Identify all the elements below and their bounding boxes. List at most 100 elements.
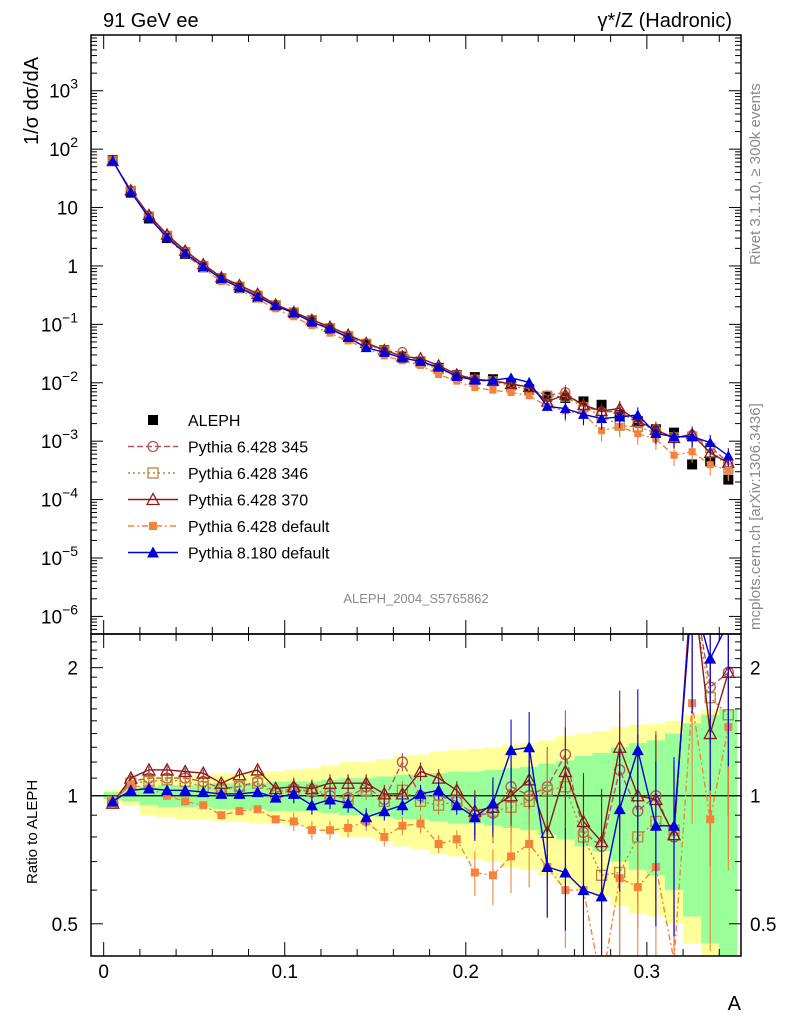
ratio-point-p8def [432, 784, 445, 796]
series-line-p346 [112, 160, 729, 469]
ratio-point-p8def [668, 819, 681, 831]
main-y-tick-label: 10 [57, 199, 78, 220]
ratio-point-p370 [576, 814, 591, 828]
ratio-point-p8def [559, 866, 572, 878]
ratio-point-p6def [434, 840, 443, 849]
main-y-tick-label: 10−5 [41, 543, 78, 570]
series-point-p8def [107, 155, 119, 166]
main-y-tick-label: 1 [67, 257, 78, 278]
series-point-p8def [378, 346, 390, 357]
ratio-point-p8def [106, 795, 119, 807]
ratio-point-p6def [488, 871, 497, 880]
main-y-tick-label: 10−2 [41, 368, 78, 395]
ratio-point-p6def [507, 852, 516, 861]
legend-label-p8def: Pythia 8.180 default [188, 546, 330, 563]
ratio-point-p370 [196, 765, 211, 779]
ratio-y-tick-label-right: 0.5 [750, 915, 776, 936]
main-y-tick-label: 102 [49, 134, 78, 161]
series-point-p6def [670, 451, 678, 459]
ratio-point-p8def [704, 652, 717, 664]
series-point-p8def [487, 374, 499, 385]
ratio-point-p8def [468, 811, 481, 823]
ratio-point-p8def [378, 805, 391, 817]
ratio-point-p6def [398, 821, 407, 830]
series-point-p8def [396, 352, 408, 363]
legend-marker-p6def [149, 522, 157, 530]
ratio-point-p370 [413, 764, 428, 778]
main-y-tick-label: 10−1 [41, 309, 78, 336]
ratio-point-p370 [322, 775, 338, 789]
series-point-p6def [489, 386, 497, 394]
series-line-p8def [112, 160, 729, 457]
series-point-p8def [722, 450, 734, 461]
series-point-p8def [469, 374, 481, 385]
main-y-tick-label: 10−3 [41, 426, 78, 453]
ratio-point-p370 [304, 781, 319, 795]
ratio-point-p8def [287, 787, 300, 799]
series-point-p8def [650, 427, 662, 438]
ratio-point-p6def [706, 815, 715, 824]
ratio-point-p8def [142, 782, 155, 794]
ratio-point-p8def [215, 787, 228, 799]
ratio-point-p345 [687, 576, 697, 586]
series-point-p8def [686, 431, 698, 442]
ratio-point-p6def [416, 819, 425, 828]
ratio-point-p8def [450, 799, 463, 811]
x-tick-label: 0 [98, 962, 109, 983]
ratio-point-p8def [124, 784, 137, 796]
ratio-point-p8def [722, 617, 734, 628]
legend-marker-aleph [148, 415, 158, 425]
mcplots-label: mcplots.cern.ch [arXiv:1306.3436] [747, 403, 764, 630]
ratio-point-p6def [199, 801, 208, 810]
series-point-p8def [270, 300, 282, 311]
ratio-point-p8def [161, 784, 174, 796]
series-point-p6def [525, 392, 533, 400]
legend-label-p345: Pythia 6.428 345 [188, 440, 308, 457]
x-tick-label: 0.3 [634, 962, 660, 983]
ratio-line-p346 [112, 634, 729, 877]
ratio-point-p370 [359, 775, 374, 789]
ratio-point-p370 [558, 764, 573, 778]
ratio-point-p6def [181, 797, 190, 806]
legend-label-p6def: Pythia 6.428 default [188, 519, 330, 536]
ratio-point-p8def [197, 786, 210, 798]
ratio-point-p6def [598, 980, 606, 988]
legend-marker-p346 [147, 467, 159, 479]
ratio-point-p8def [269, 791, 282, 803]
ratio-point-p370 [141, 762, 157, 776]
ratio-point-p345 [396, 756, 409, 768]
series-point-p6def [634, 430, 642, 438]
series-point-p8def [342, 332, 354, 343]
ratio-point-p6def [344, 823, 353, 832]
ratio-y-tick-label-right: 1 [750, 787, 761, 808]
series-point-p6def [688, 448, 696, 456]
legend-marker-p345 [147, 440, 159, 453]
ratio-point-p8def [323, 793, 336, 805]
ratio-point-p370 [250, 762, 265, 776]
ratio-y-tick-label-left: 1 [67, 787, 78, 808]
ratio-point-p8def [251, 786, 264, 798]
ratio-point-p6def [325, 826, 334, 835]
main-plot-area [106, 154, 735, 485]
series-point-p8def [559, 402, 571, 413]
ratio-plot-area [105, 576, 736, 988]
series-point-p8def [179, 247, 191, 258]
ratio-point-p6def [307, 826, 316, 835]
series-point-p6def [507, 388, 515, 396]
series-point-p8def [415, 355, 427, 366]
ratio-point-p370 [159, 762, 175, 776]
series-point-p8def [215, 273, 227, 284]
legend: ALEPH Pythia 6.428 345 Pythia 6.428 346 Pyt… [128, 413, 330, 563]
ratio-point-p6def [380, 832, 389, 841]
analysis-label: ALEPH_2004_S5765862 [343, 591, 488, 606]
series-point-p8def [704, 437, 716, 448]
rivet-label: Rivet 3.1.10, ≥ 300k events [747, 83, 764, 265]
series-point-p6def [471, 384, 479, 392]
ratio-point-p8def [613, 803, 626, 815]
x-axis-title: A [728, 993, 742, 1015]
main-y-axis-title: 1/σ dσ/dA [21, 56, 43, 145]
series-point-p6def [706, 461, 714, 469]
ratio-point-p370 [612, 739, 627, 753]
main-frame [90, 34, 742, 635]
